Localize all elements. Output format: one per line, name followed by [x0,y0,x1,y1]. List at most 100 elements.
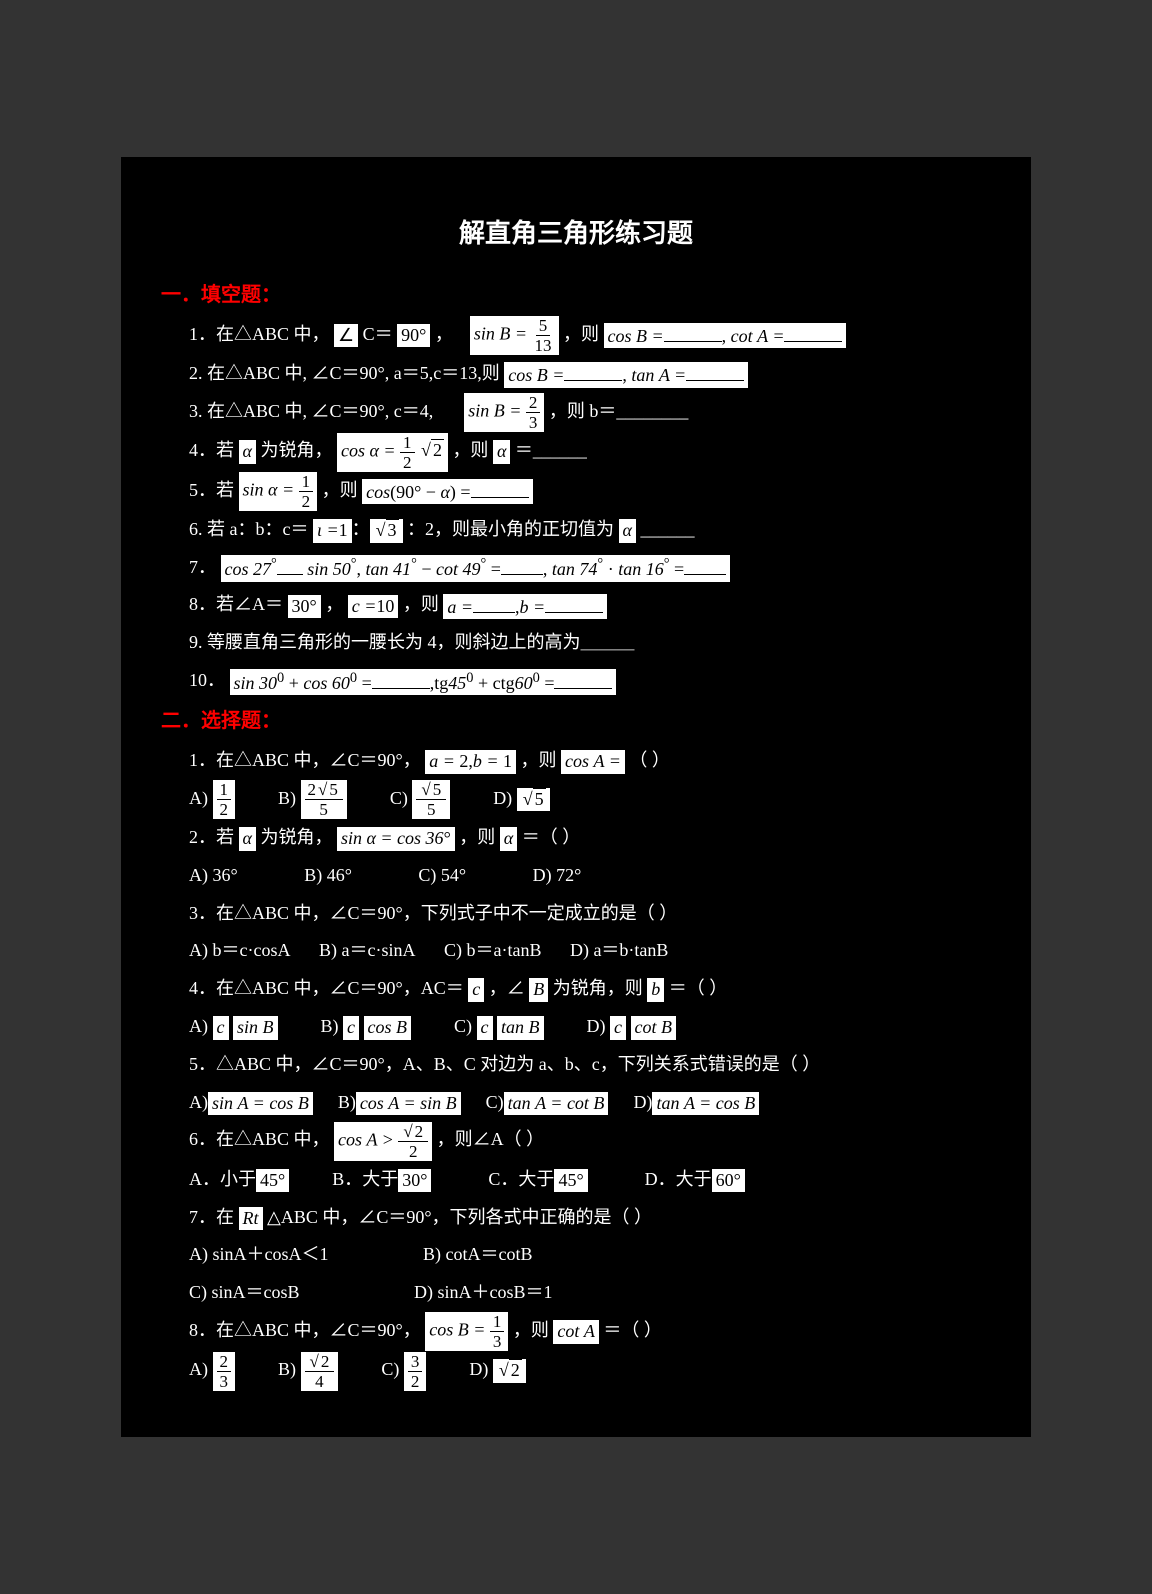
cosA-half-sqrt2: cos α = 12 2 [337,433,448,472]
o2a: A) 36° [189,865,238,885]
q8-p3: ，则 [403,594,439,614]
sinB-2over3: sin B = 23 [464,393,544,432]
q6-p1: 6. 若 a：b：c＝ [189,519,308,539]
q1-then: ，则 [563,324,604,344]
c4-p3: 为锐角，则 [553,978,643,998]
o5b: cos A = sin B [356,1092,461,1116]
o8d: 2 [493,1359,526,1383]
sinB-5over13: sin B = 513 [470,316,559,355]
o4c-tanB: tan B [497,1016,544,1040]
Rt: Rt [239,1207,263,1231]
sinA-half: sin α = 12 [239,472,318,511]
o3d: D) a＝b·tanB [570,940,668,960]
o7d: D) sinA＋cosB＝1 [414,1282,553,1302]
c2-p1: 2．若 [189,827,234,847]
ab-blank: a =,b = [443,594,607,620]
o2c: C) 54° [418,865,466,885]
alpha2: α [493,440,510,464]
choice-q6-opts: A．小于45° B．大于30° C．大于45° D．大于60° [161,1161,991,1199]
o8b: 24 [301,1352,339,1391]
o8d-l: D) [469,1359,488,1379]
choice-q2-opts: A) 36° B) 46° C) 54° D) 72° [161,857,991,895]
o4b-l: B) [321,1016,339,1036]
q4-p1: 4．若 [189,440,234,460]
alpha3: α [619,519,636,543]
d60: 60° [712,1169,745,1193]
q8-p1: 8．若∠A＝ [189,594,283,614]
c4-end: ＝（ ） [669,978,728,998]
fill-q8: 8．若∠A＝ 30° ， c =10 ，则 a =,b = [161,586,991,624]
c10: c =10 [348,595,399,619]
o1c: 55 [412,780,450,819]
fill-q2: 2. 在△ABC 中, ∠C＝90°, a＝5,c＝13,则 cos B =, … [161,355,991,393]
q1-mid2: ， [435,324,453,344]
optB: B) [278,788,296,808]
alpha1: α [239,440,256,464]
alpha5: α [500,827,517,851]
d30: 30° [398,1169,431,1193]
cosA-gt: cos A > 22 [334,1122,432,1161]
o5c: tan A = cot B [504,1092,609,1116]
q2-text: 2. 在△ABC 中, ∠C＝90°, a＝5,c＝13,则 [189,363,500,383]
fill-q9: 9. 等腰直角三角形的一腰长为 4，则斜边上的高为＿＿＿ [161,624,991,662]
choice-q2: 2．若 α 为锐角， sin α = cos 36° ，则 α ＝（ ） [161,819,991,857]
q8-p2: ， [325,594,343,614]
page-title: 解直角三角形练习题 [161,207,991,262]
q6-blank: ______ [640,519,694,539]
sinA-cos36: sin α = cos 36° [337,827,455,851]
q7-expr: cos 27° sin 50°, tan 41° − cot 49° =, ta… [221,555,731,582]
o6c: C．大于 [488,1169,554,1189]
deg30: 30° [288,595,321,619]
c-letter: c [468,978,484,1002]
cotA: cot A [553,1320,599,1344]
choice-q1-opts: A) 12 B) 255 C) 55 D) 5 [161,780,991,819]
q1-pre: 1．在△ABC 中， [189,324,330,344]
d45-2: 45° [554,1169,587,1193]
o5d-l: D) [633,1092,652,1112]
cosB-tanA-blank: cos B =, tan A = [504,362,748,388]
o3b: B) a＝c·sinA [319,940,415,960]
section-fill-header: 一．填空题： [161,274,991,316]
deg90: 90° [397,324,430,348]
o3c: C) b＝a·tanB [444,940,541,960]
cos90-alpha: cos(90° − α) = [362,479,532,505]
o7c: C) sinA＝cosB [189,1282,300,1302]
fill-q5: 5．若 sin α = 12 ，则 cos(90° − α) = [161,472,991,511]
c6-p2: ，则∠A（ ） [437,1129,545,1149]
c1-p1: 1．在△ABC 中，∠C＝90°， [189,750,421,770]
fill-q1: 1．在△ABC 中， ∠ C＝ 90° ， sin B = 513 ，则 cos… [161,316,991,355]
q4-p2: 为锐角， [260,440,332,460]
o4c-l: C) [454,1016,472,1036]
choice-q3: 3．在△ABC 中，∠C＝90°，下列式子中不一定成立的是（ ） [161,895,991,933]
o1b: 255 [301,780,347,819]
o4b-cosB: cos B [364,1016,412,1040]
c1-end: （ ） [629,750,670,770]
o3a: A) b＝c·cosA [189,940,290,960]
o8c-l: C) [381,1359,399,1379]
cosB-1over3: cos B = 13 [425,1312,508,1351]
q6-p2: ：2，则最小角的正切值为 [407,519,614,539]
o4d-cotB: cot B [631,1016,677,1040]
choice-q7-opts1: A) sinA＋cosA＜1 B) cotA＝cotB [161,1236,991,1274]
c2-end: ＝（ ） [522,827,581,847]
iota1: ι =1 [313,519,352,543]
optA: A) [189,788,208,808]
o8a: 23 [213,1352,236,1391]
fill-q3: 3. 在△ABC 中, ∠C＝90°, c＝4, sin B = 23 ，则 b… [161,393,991,432]
q10-expr: sin 300 + cos 600 =,tg450 + ctg600 = [230,669,617,696]
choice-q4: 4．在△ABC 中，∠C＝90°，AC＝ c ，∠ B 为锐角，则 b ＝（ ） [161,970,991,1008]
angle-symbol: ∠ [334,324,358,348]
o5d: tan A = cos B [652,1092,759,1116]
c2-p2: 为锐角， [260,827,332,847]
o6b: B．大于 [332,1169,398,1189]
o4d-l: D) [587,1016,606,1036]
choice-q8: 8．在△ABC 中，∠C＝90°， cos B = 13 ，则 cot A ＝（… [161,1312,991,1351]
a2b1: a = 2,b = 1 [425,750,516,774]
optC: C) [390,788,408,808]
choice-q1: 1．在△ABC 中，∠C＝90°， a = 2,b = 1 ，则 cos A =… [161,742,991,780]
q5-p1: 5．若 [189,480,234,500]
worksheet-page: 解直角三角形练习题 一．填空题： 1．在△ABC 中， ∠ C＝ 90° ， s… [121,157,1031,1437]
o5c-l: C) [486,1092,504,1112]
o8a-l: A) [189,1359,208,1379]
o6d: D．大于 [645,1169,712,1189]
